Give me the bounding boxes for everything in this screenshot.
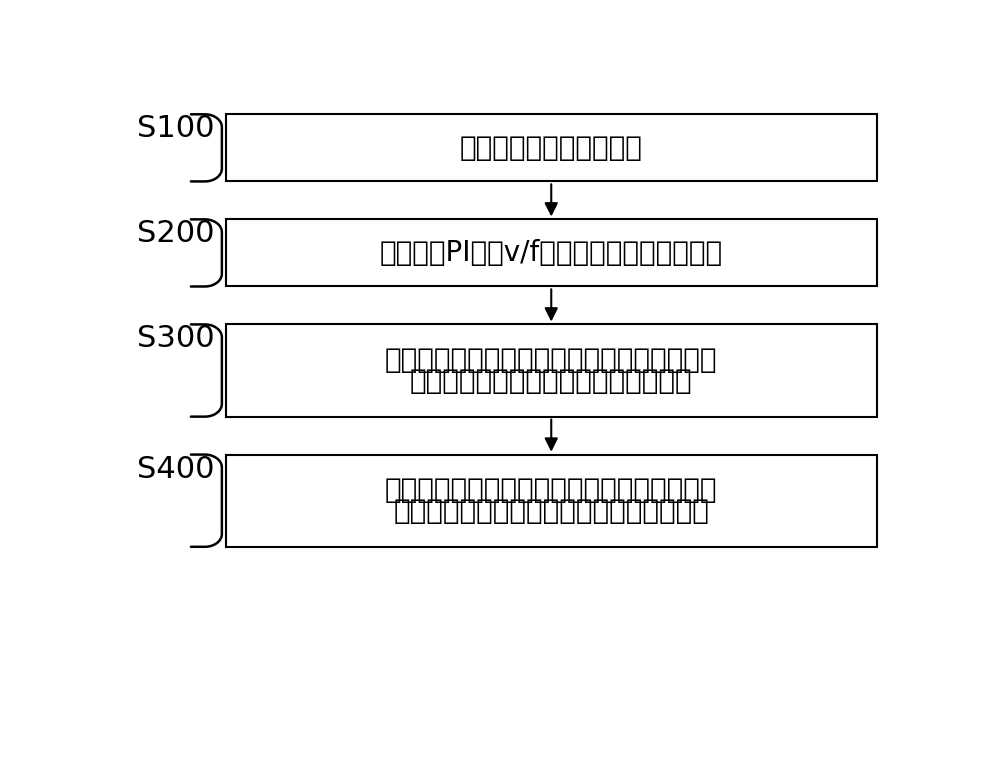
Text: 建立孤岛微电网运行模型: 建立孤岛微电网运行模型	[460, 134, 643, 162]
Text: S100: S100	[137, 114, 214, 143]
Text: 基于模糊PI创建v/f下垂控制中的下垂控制器: 基于模糊PI创建v/f下垂控制中的下垂控制器	[380, 239, 723, 267]
Bar	[226, 455, 877, 547]
Text: 通过下垂控制器控制主分布式电源运行，以获: 通过下垂控制器控制主分布式电源运行，以获	[385, 346, 718, 374]
Bar	[226, 114, 877, 181]
Text: S300: S300	[137, 324, 214, 353]
Text: S200: S200	[137, 219, 214, 249]
Text: 取主分布式电源输出的电压幅值和频率: 取主分布式电源输出的电压幅值和频率	[410, 367, 693, 395]
Bar	[226, 324, 877, 417]
Text: S400: S400	[137, 455, 214, 484]
Text: 将电压幅值和频率转换成调制信号，并由调制: 将电压幅值和频率转换成调制信号，并由调制	[385, 476, 718, 504]
Bar	[226, 219, 877, 287]
Text: 信号控制主分布式电源的逆变器的输出功率: 信号控制主分布式电源的逆变器的输出功率	[393, 497, 709, 525]
